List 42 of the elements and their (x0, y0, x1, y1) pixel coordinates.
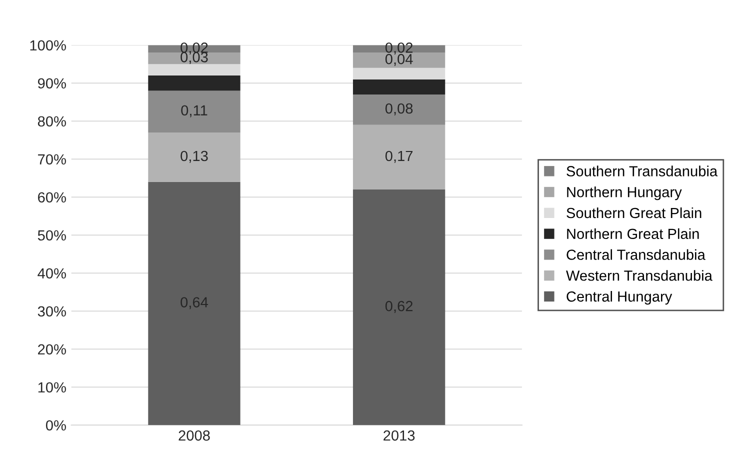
legend-label: Central Transdanubia (566, 249, 706, 260)
data-label: 0,13 (180, 150, 208, 163)
x-tick-label: 2008 (178, 430, 210, 441)
y-tick-label: 80% (38, 116, 66, 127)
legend-label: Northern Hungary (567, 186, 682, 200)
data-label: 0,64 (180, 297, 208, 310)
data-label: 0,17 (385, 150, 413, 163)
legend-label: Western Transdanubia (566, 270, 712, 281)
data-label: 0,11 (181, 105, 208, 118)
bar (148, 132, 240, 182)
bar (148, 52, 240, 64)
bar (352, 68, 446, 80)
bar (352, 124, 446, 190)
data-label: 0,02 (180, 42, 208, 55)
bar (148, 182, 240, 426)
bar (148, 76, 240, 91)
legend-label: Southern Great Plain (566, 207, 702, 218)
y-tick-label: 40% (38, 268, 66, 279)
y-tick-label: 0% (46, 420, 66, 431)
legend-label: Southern Transdanubia (566, 166, 718, 176)
data-label: 0,62 (385, 300, 413, 313)
y-tick-label: 70% (38, 154, 66, 165)
data-label: 0,04 (385, 54, 413, 66)
data-label: 0,03 (180, 52, 208, 64)
legend-label: Northern Great Plain (567, 228, 699, 240)
bar (352, 52, 446, 68)
y-tick-label: 20% (38, 344, 66, 355)
bar (148, 64, 240, 76)
bar (352, 94, 446, 125)
data-label: 0,02 (385, 42, 413, 55)
bar (352, 79, 446, 95)
legend-label: Central Hungary (566, 290, 672, 305)
y-tick-label: 30% (38, 306, 66, 317)
y-tick-label: 60% (38, 192, 66, 203)
y-tick-label: 90% (38, 78, 66, 89)
bar (352, 190, 446, 426)
y-tick-label: 100% (30, 40, 66, 51)
y-tick-label: 50% (38, 230, 66, 241)
y-tick-label: 10% (38, 382, 66, 393)
x-tick-label: 2013 (384, 430, 415, 441)
data-label: 0,08 (385, 103, 413, 116)
bar (148, 90, 240, 133)
